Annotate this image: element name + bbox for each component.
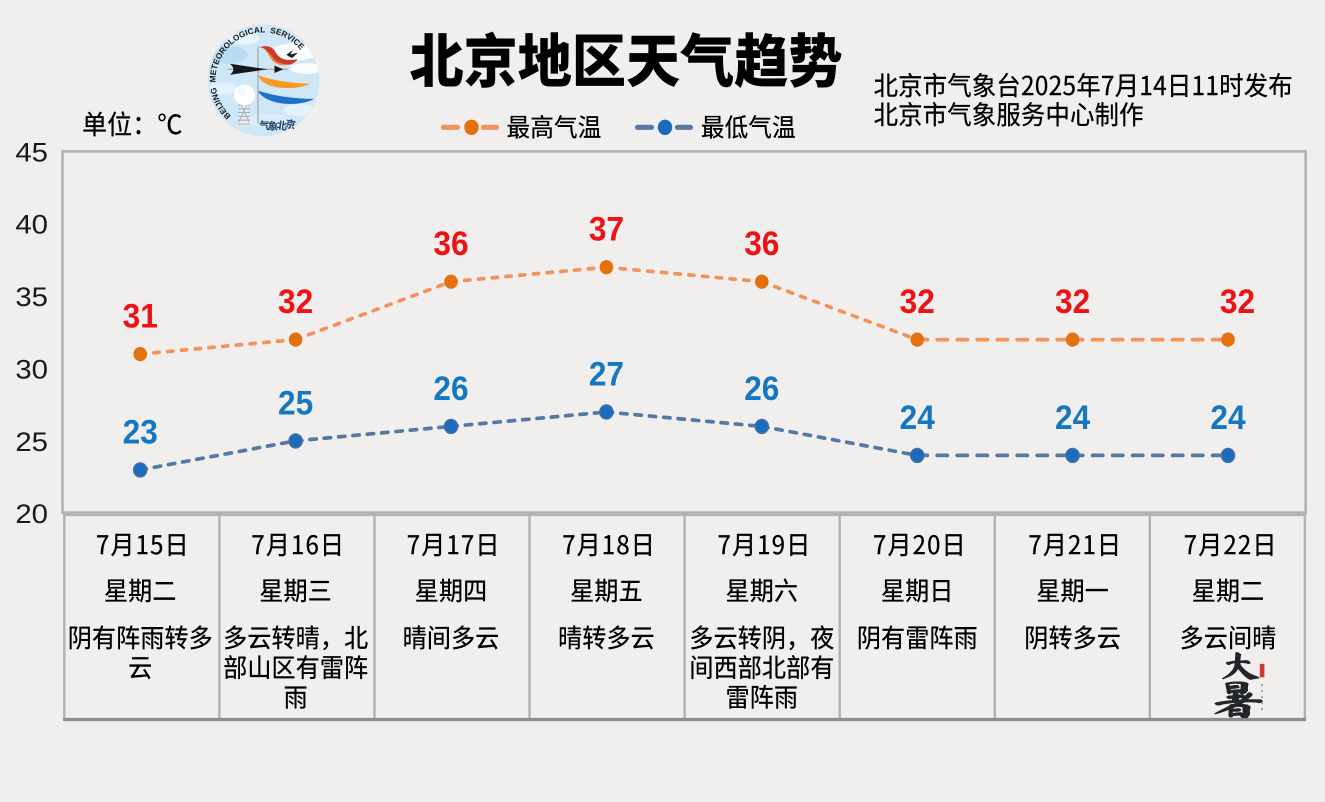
svg-text:36: 36: [433, 224, 468, 262]
svg-text:37: 37: [589, 210, 624, 248]
svg-text:32: 32: [278, 282, 313, 320]
svg-text:24: 24: [1055, 398, 1091, 436]
svg-text:45: 45: [15, 136, 48, 167]
svg-text:24: 24: [1210, 398, 1246, 436]
svg-text:35: 35: [15, 281, 48, 312]
svg-text:25: 25: [15, 426, 48, 457]
svg-text:36: 36: [744, 224, 779, 262]
svg-text:32: 32: [1055, 282, 1090, 320]
svg-text:24: 24: [900, 398, 936, 436]
svg-text:26: 26: [744, 369, 779, 407]
svg-text:30: 30: [15, 353, 48, 384]
svg-text:23: 23: [123, 412, 158, 450]
svg-text:20: 20: [15, 498, 48, 529]
svg-text:32: 32: [900, 282, 935, 320]
svg-text:25: 25: [278, 383, 313, 421]
svg-text:27: 27: [589, 354, 624, 392]
svg-text:26: 26: [433, 369, 468, 407]
svg-text:32: 32: [1220, 282, 1255, 320]
svg-text:40: 40: [15, 209, 48, 240]
svg-text:31: 31: [123, 296, 158, 334]
